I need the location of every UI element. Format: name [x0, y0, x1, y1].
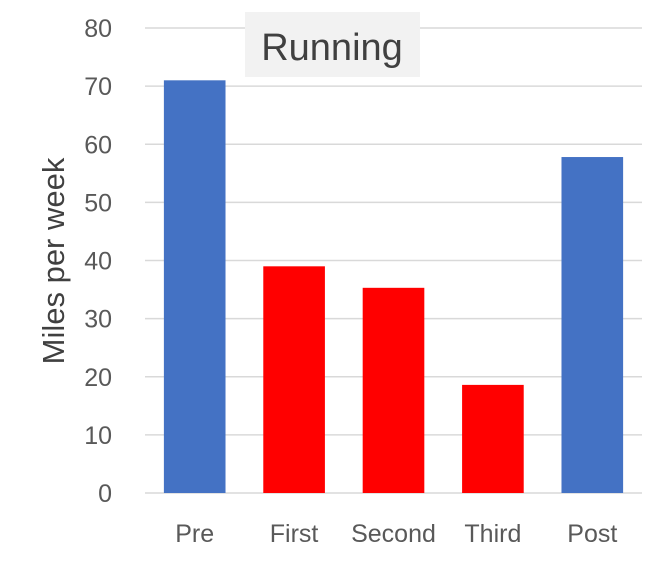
x-tick-label: Pre	[175, 520, 214, 548]
bar-first	[263, 266, 325, 493]
y-tick-label: 10	[84, 422, 112, 450]
y-tick-label: 60	[84, 131, 112, 159]
y-tick-label: 20	[84, 364, 112, 392]
x-tick-label: Third	[464, 520, 521, 548]
y-tick-label: 70	[84, 73, 112, 101]
y-tick-label: 0	[98, 480, 112, 508]
x-tick-label: Post	[567, 520, 617, 548]
bars	[163, 80, 624, 493]
y-tick-label: 80	[84, 15, 112, 43]
y-axis-title: Miles per week	[36, 157, 71, 364]
x-tick-label: Second	[351, 520, 436, 548]
y-axis-tick-labels: 0 10 20 30 40 50 60 70 80	[84, 15, 112, 508]
y-tick-label: 50	[84, 189, 112, 217]
bar-second	[362, 287, 425, 493]
bar-third	[462, 384, 524, 493]
bar-pre	[163, 80, 226, 493]
y-tick-label: 40	[84, 248, 112, 276]
x-tick-label: First	[270, 520, 319, 548]
y-tick-label: 30	[84, 306, 112, 334]
bar-post	[561, 157, 624, 493]
x-axis-tick-labels: Pre First Second Third Post	[175, 520, 617, 548]
chart-title: Running	[261, 27, 403, 69]
chart-title-background	[245, 12, 420, 77]
